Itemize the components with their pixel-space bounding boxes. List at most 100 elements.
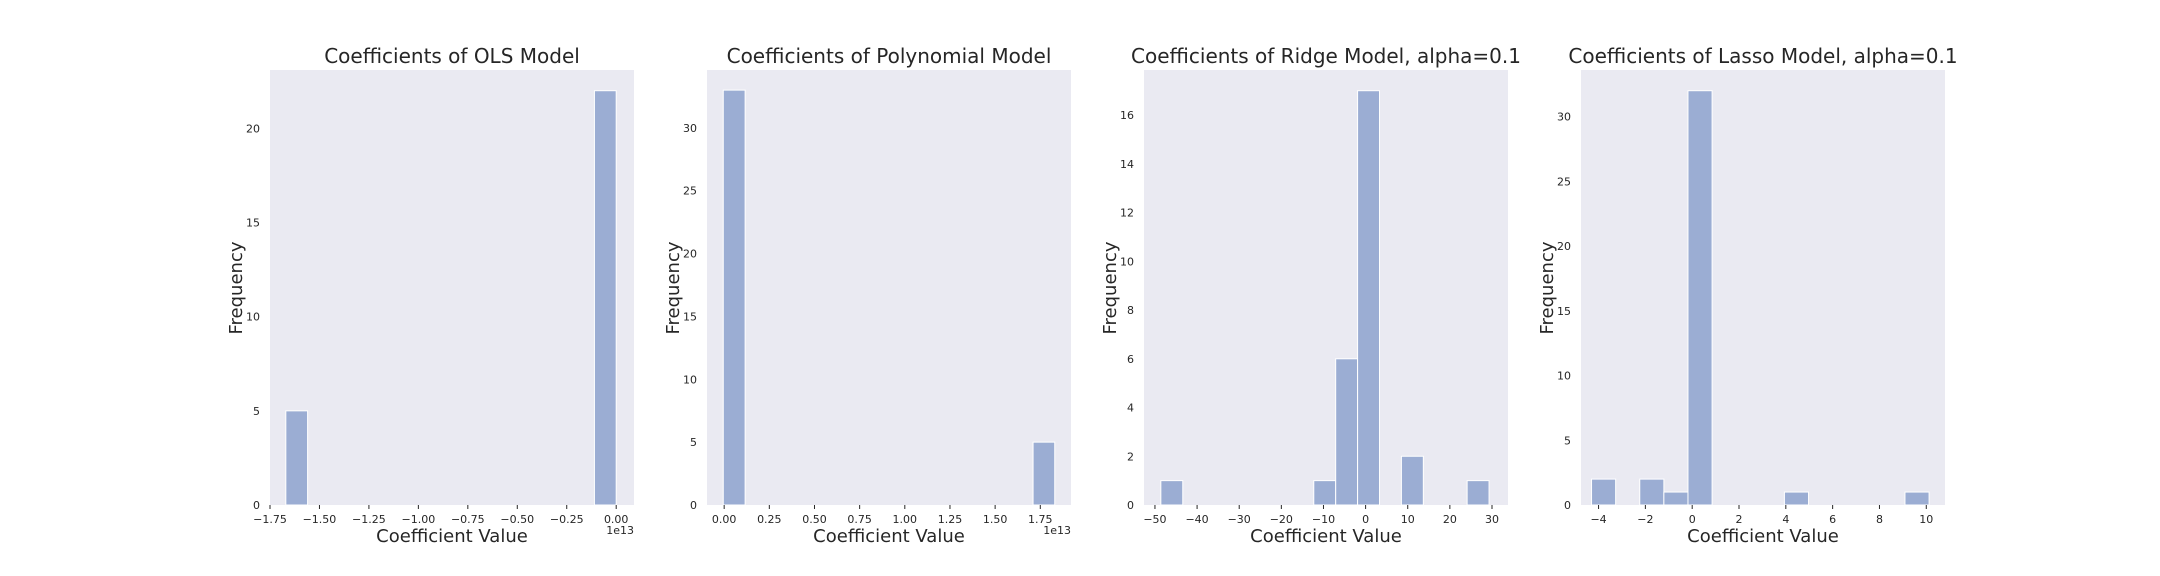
- x-tick-label: 0.00: [604, 513, 629, 526]
- y-tick-label: 15: [246, 217, 260, 230]
- x-tick-label: −1.75: [253, 513, 287, 526]
- histogram-bar: [1357, 90, 1381, 506]
- histogram-bar: [1783, 491, 1810, 506]
- plot-area: [1581, 70, 1945, 505]
- y-tick-label: 6: [1127, 353, 1134, 366]
- y-tick-label: 10: [246, 311, 260, 324]
- histogram-bar: [1313, 480, 1337, 506]
- x-tick-label: 10: [1919, 513, 1933, 526]
- plot-area: [270, 70, 634, 505]
- x-tick-label: 0.50: [802, 513, 827, 526]
- x-tick-label: 30: [1485, 513, 1499, 526]
- x-tick-label: −1.50: [303, 513, 337, 526]
- histogram-bar: [1335, 358, 1359, 506]
- x-tick-label: 6: [1829, 513, 1836, 526]
- chart-title: Coefficients of Ridge Model, alpha=0.1: [1131, 44, 1521, 68]
- x-tick-label: 0: [1689, 513, 1696, 526]
- x-tick-label: 1.00: [893, 513, 918, 526]
- histogram-bar: [1400, 455, 1424, 506]
- x-tick-label: −0.75: [451, 513, 485, 526]
- y-axis-label: Frequency: [226, 241, 247, 334]
- y-tick-label: 10: [683, 373, 697, 386]
- x-tick-label: −2: [1637, 513, 1653, 526]
- y-tick-label: 4: [1127, 402, 1134, 415]
- plot-area: [707, 70, 1071, 505]
- chart-title: Coefficients of Polynomial Model: [727, 44, 1052, 68]
- histogram-bar: [1663, 491, 1689, 506]
- x-tick-label: 0: [1362, 513, 1369, 526]
- x-tick-label: 0.75: [847, 513, 872, 526]
- y-tick-label: 16: [1120, 109, 1134, 122]
- x-tick-label: −0.50: [500, 513, 534, 526]
- x-tick-label: 0.00: [712, 513, 737, 526]
- x-tick-label: 10: [1401, 513, 1415, 526]
- histogram-bar: [593, 90, 617, 506]
- y-tick-label: 0: [690, 499, 697, 512]
- x-tick-label: 1.50: [983, 513, 1008, 526]
- histogram-bar: [1639, 478, 1665, 506]
- x-offset-label: 1e13: [606, 524, 634, 537]
- x-tick-label: −4: [1590, 513, 1606, 526]
- y-tick-label: 12: [1120, 207, 1134, 220]
- y-tick-label: 0: [253, 499, 260, 512]
- x-axis-label: Coefficient Value: [813, 526, 965, 547]
- x-tick-label: 1.25: [938, 513, 963, 526]
- histogram-bar: [1160, 480, 1184, 506]
- histogram-bar: [285, 410, 309, 506]
- x-tick-label: −30: [1228, 513, 1251, 526]
- y-tick-label: 25: [1557, 175, 1571, 188]
- x-axis-label: Coefficient Value: [1250, 526, 1402, 547]
- y-tick-label: 20: [246, 122, 260, 135]
- y-tick-label: 10: [1120, 255, 1134, 268]
- y-tick-label: 15: [1557, 305, 1571, 318]
- y-tick-label: 2: [1127, 450, 1134, 463]
- histogram-bar: [1687, 90, 1713, 506]
- histogram-bar: [1904, 491, 1930, 506]
- x-axis-label: Coefficient Value: [1687, 526, 1839, 547]
- ols-histogram-panel: Coefficients of OLS Model Coefficient Va…: [226, 44, 634, 547]
- y-tick-label: 20: [683, 248, 697, 261]
- x-tick-label: 20: [1443, 513, 1457, 526]
- y-tick-label: 30: [683, 122, 697, 135]
- y-tick-label: 20: [1557, 240, 1571, 253]
- x-tick-label: −0.25: [550, 513, 584, 526]
- x-tick-label: 2: [1736, 513, 1743, 526]
- y-tick-label: 10: [1557, 370, 1571, 383]
- y-tick-label: 30: [1557, 111, 1571, 124]
- x-tick-label: −40: [1185, 513, 1208, 526]
- y-tick-label: 5: [1564, 434, 1571, 447]
- y-axis-label: Frequency: [1537, 241, 1558, 334]
- histogram-bar: [1466, 480, 1490, 506]
- x-tick-label: −10: [1312, 513, 1335, 526]
- histogram-bar: [1591, 478, 1617, 506]
- x-tick-label: −1.25: [352, 513, 386, 526]
- y-tick-label: 0: [1127, 499, 1134, 512]
- histogram-bar: [1032, 441, 1056, 506]
- x-tick-label: −50: [1143, 513, 1166, 526]
- plot-area: [1144, 70, 1508, 505]
- ridge-histogram-panel: Coefficients of Ridge Model, alpha=0.1 C…: [1100, 44, 1521, 547]
- y-axis-label: Frequency: [663, 241, 684, 334]
- histogram-bar: [722, 89, 746, 506]
- y-tick-label: 5: [690, 436, 697, 449]
- lasso-histogram-panel: Coefficients of Lasso Model, alpha=0.1 C…: [1537, 44, 1958, 547]
- x-tick-label: 8: [1876, 513, 1883, 526]
- x-tick-label: 1.75: [1028, 513, 1053, 526]
- x-tick-label: −20: [1270, 513, 1293, 526]
- x-axis-label: Coefficient Value: [376, 526, 528, 547]
- polynomial-histogram-panel: Coefficients of Polynomial Model Coeffic…: [663, 44, 1071, 547]
- x-tick-label: −1.00: [402, 513, 436, 526]
- chart-title: Coefficients of OLS Model: [324, 44, 580, 68]
- x-offset-label: 1e13: [1043, 524, 1071, 537]
- y-axis-label: Frequency: [1100, 241, 1121, 334]
- x-tick-label: 0.25: [757, 513, 782, 526]
- y-tick-label: 0: [1564, 499, 1571, 512]
- chart-title: Coefficients of Lasso Model, alpha=0.1: [1568, 44, 1957, 68]
- x-tick-label: 4: [1782, 513, 1789, 526]
- y-tick-label: 8: [1127, 304, 1134, 317]
- y-tick-label: 5: [253, 405, 260, 418]
- y-tick-label: 25: [683, 185, 697, 198]
- y-tick-label: 15: [683, 310, 697, 323]
- y-tick-label: 14: [1120, 158, 1134, 171]
